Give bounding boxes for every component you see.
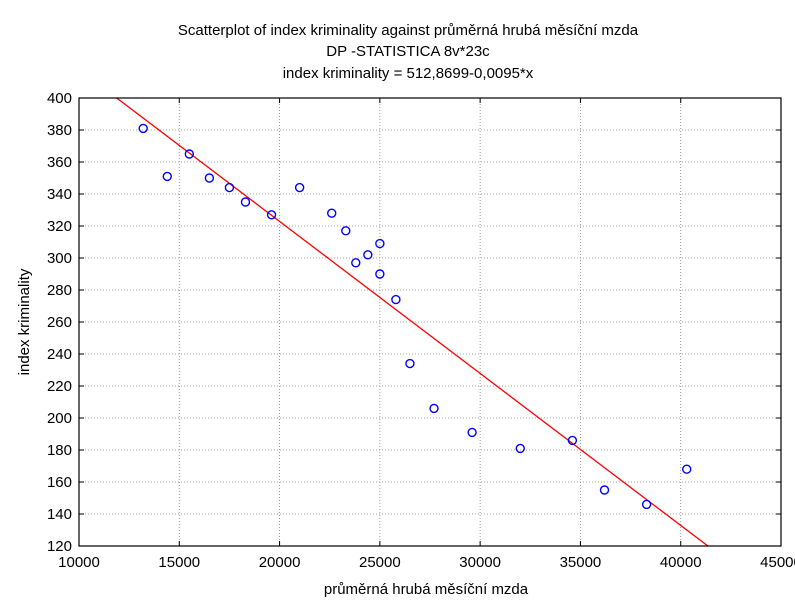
- data-point: [429, 403, 439, 414]
- data-point: [682, 464, 692, 474]
- x-tick-label: 40000: [660, 554, 702, 571]
- x-tick-labels: 10000 15000 20000 25000 30000 35000 40000 45000: [58, 554, 795, 571]
- data-point: [515, 443, 525, 454]
- chart-title: Scatterplot of index kriminality against…: [178, 22, 639, 39]
- x-tick-label: 10000: [58, 554, 100, 571]
- data-point: [405, 358, 415, 369]
- x-tick-label: 15000: [158, 554, 200, 571]
- y-tick-label: 120: [47, 538, 72, 555]
- data-point: [599, 485, 610, 495]
- y-tick-label: 340: [47, 186, 72, 203]
- data-point: [294, 182, 305, 193]
- chart-subtitle: DP -STATISTICA 8v*23c: [326, 43, 490, 60]
- y-tick-label: 400: [47, 90, 72, 107]
- data-point: [363, 250, 373, 260]
- plot-frame: [78, 97, 782, 547]
- y-tick-label: 160: [47, 474, 72, 491]
- data-point: [375, 269, 385, 279]
- x-tick-label: 45000: [760, 554, 795, 571]
- data-point: [184, 149, 195, 159]
- x-axis-label: průměrná hrubá měsíční mzda: [324, 581, 529, 598]
- data-point: [224, 182, 235, 193]
- y-tick-label: 240: [47, 346, 72, 363]
- y-tick-label: 320: [47, 218, 72, 235]
- regression-line: [115, 98, 709, 546]
- y-tick-label: 360: [47, 154, 72, 171]
- data-point: [240, 197, 251, 207]
- x-tick-label: 30000: [459, 554, 501, 571]
- data-point: [266, 210, 277, 220]
- data-point: [351, 258, 361, 268]
- fit-line-layer: [115, 98, 709, 546]
- data-point: [391, 294, 401, 305]
- regression-equation: index kriminality = 512,8699-0,0095*x: [283, 65, 534, 82]
- data-point: [375, 238, 385, 249]
- y-tick-label: 200: [47, 410, 72, 427]
- y-tick-label: 220: [47, 378, 72, 395]
- data-point: [567, 435, 578, 446]
- data-point: [467, 427, 477, 438]
- data-point: [641, 499, 652, 510]
- data-point: [204, 173, 215, 183]
- y-tick-label: 380: [47, 122, 72, 139]
- x-tick-label: 35000: [560, 554, 602, 571]
- y-tick-label: 280: [47, 282, 72, 299]
- data-point: [138, 123, 148, 134]
- y-tick-label: 300: [47, 250, 72, 267]
- grid-lines: [79, 98, 781, 546]
- y-tick-label: 260: [47, 314, 72, 331]
- data-point: [327, 208, 337, 218]
- data-point: [162, 171, 172, 182]
- y-tick-label: 180: [47, 442, 72, 459]
- data-points: [138, 123, 692, 510]
- x-tick-label: 25000: [359, 554, 401, 571]
- data-point: [341, 226, 351, 236]
- x-tick-label: 20000: [259, 554, 301, 571]
- y-tick-labels: 120 140 160 180 200 220 240 260 280 300 320 340 360 3…: [47, 90, 72, 555]
- y-axis-label: index kriminality: [16, 268, 33, 375]
- y-tick-label: 140: [47, 506, 72, 523]
